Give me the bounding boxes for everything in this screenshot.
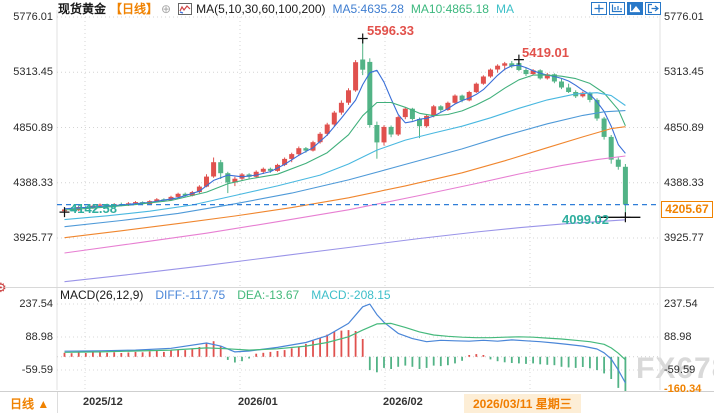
symbol-title: 现货黄金 xyxy=(58,2,107,16)
period-selector-label: 日线 xyxy=(10,397,35,411)
time-axis-bar: 日线 ▲ 2025/12 2026/01 2026/02 2026/03/11 … xyxy=(0,391,714,413)
swing-low-label-2: 4099.02 xyxy=(562,212,609,227)
period-tag[interactable]: 【日线】 xyxy=(110,2,159,16)
macd-value: MACD:-208.15 xyxy=(311,288,391,302)
chart-header: 现货黄金 【日线】 ⊕ MA(5,10,30,60,100,200) MA5:4… xyxy=(58,1,514,17)
price-axis-label-right: 5313.45 xyxy=(664,66,704,79)
crosshair-icon[interactable] xyxy=(591,2,607,15)
price-axis-label-left: 3925.77 xyxy=(13,232,53,244)
ma-more-label: MA xyxy=(495,1,514,16)
price-axis-label-left: 5776.01 xyxy=(13,11,53,23)
time-label-2: 2026/01 xyxy=(238,396,278,408)
price-axis-label-right: 5776.01 xyxy=(664,11,704,23)
price-axis-label-left: 5313.45 xyxy=(13,66,53,79)
price-axis-label-left: 4850.89 xyxy=(13,121,53,134)
macd-params-label[interactable]: MACD(26,12,9) xyxy=(60,288,144,302)
macd-axis-label-right: -59.59 xyxy=(664,364,696,376)
time-label-1: 2025/12 xyxy=(83,396,123,408)
time-label-3: 2026/02 xyxy=(383,396,423,408)
macd-diff-value: DIFF:-117.75 xyxy=(155,288,226,302)
price-axis-label-left: 4388.33 xyxy=(13,176,53,189)
current-price-box: 4205.67 xyxy=(661,201,713,218)
watermark: FX678 xyxy=(636,352,714,385)
macd-header: MACD(26,12,9) DIFF:-117.75 DEA:-13.67 MA… xyxy=(60,288,391,302)
macd-dea-value: DEA:-13.67 xyxy=(237,288,300,302)
swing-low-label-1: 4142.58 xyxy=(70,201,117,216)
chart-toolbar xyxy=(591,2,661,15)
macd-axis-label-right: 237.54 xyxy=(664,298,698,310)
macd-axis-label-right: 88.98 xyxy=(664,331,692,343)
settings-gear-icon[interactable]: ⚙ xyxy=(0,280,7,295)
ma5-value: MA5:4635.28 xyxy=(332,1,404,16)
price-axis-label-right: 4388.33 xyxy=(664,176,704,189)
period-selector[interactable]: 日线 ▲ xyxy=(10,395,49,412)
divider xyxy=(57,392,58,413)
swing-high-label-2: 5419.01 xyxy=(522,45,569,60)
exit-fullscreen-icon[interactable] xyxy=(645,2,661,15)
current-date-chip: 2026/03/11 星期三 xyxy=(464,394,581,413)
chevron-up-icon: ▲ xyxy=(37,397,50,411)
price-axis-label-right: 3925.77 xyxy=(664,232,704,244)
chart-axes-icon[interactable] xyxy=(609,2,625,15)
macd-bottom-tick: -160.34 xyxy=(664,383,702,395)
macd-axis-label-left: 237.54 xyxy=(19,298,53,310)
swing-high-label-1: 5596.33 xyxy=(367,23,414,38)
kline-style-icon[interactable] xyxy=(178,2,193,15)
chart-solid-icon[interactable] xyxy=(627,2,643,15)
add-indicator-icon[interactable]: ⊕ xyxy=(161,1,172,16)
price-axis-label-right: 4850.89 xyxy=(664,121,704,134)
ma10-value: MA10:4865.18 xyxy=(410,1,489,16)
ma-params-label: MA(5,10,30,60,100,200) xyxy=(196,1,326,16)
macd-axis-label-left: -59.59 xyxy=(21,364,53,376)
macd-axis-label-left: 88.98 xyxy=(25,331,53,343)
